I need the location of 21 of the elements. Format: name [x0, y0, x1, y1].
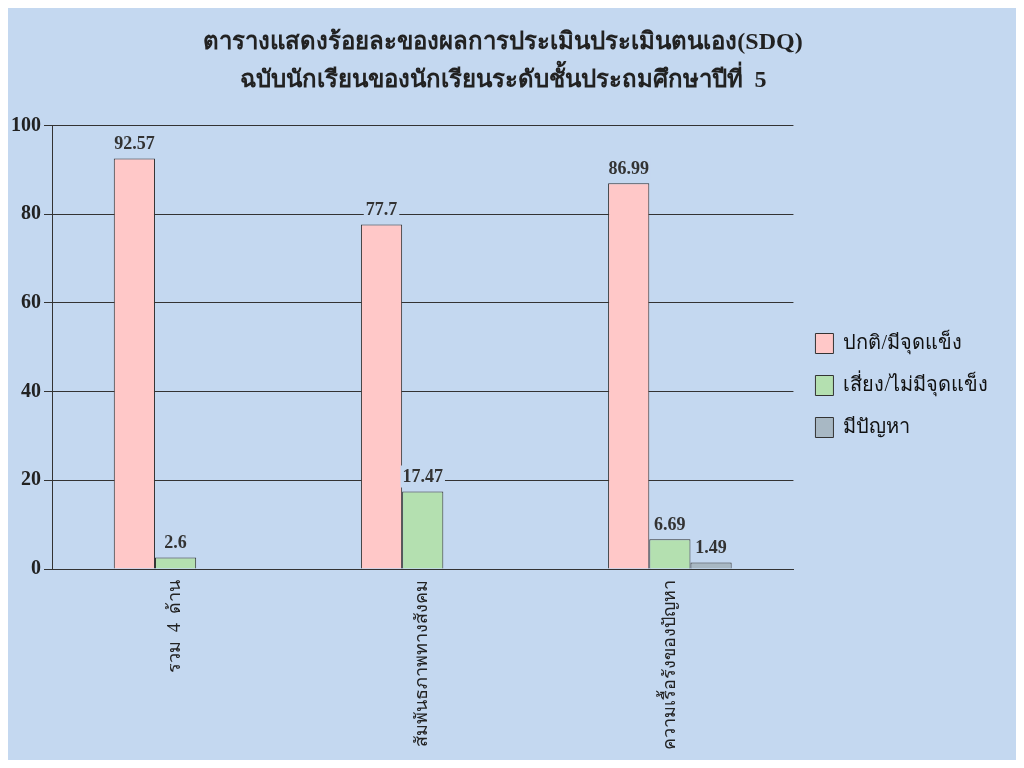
y-tick-label: 40 — [21, 378, 41, 401]
data-label: 92.57 — [114, 133, 155, 154]
legend-label: เสี่ยง/ไม่มีจุดแข็ง — [843, 369, 989, 397]
x-tick-label: สัมพันธภาพทางสังคม — [411, 580, 432, 747]
chart-subtitle: ฉบับนักเรียนของนักเรียนระดับชั้นประถมศึกษาปีที่ 5 — [239, 60, 767, 93]
y-tick-label: 0 — [31, 556, 41, 579]
data-label: 17.47 — [402, 466, 443, 487]
y-tick-label: 100 — [11, 112, 41, 135]
data-label: 86.99 — [608, 157, 649, 178]
data-label: 1.49 — [695, 537, 727, 558]
data-label: 77.7 — [365, 199, 398, 220]
data-label: 6.69 — [654, 513, 686, 534]
legend-label: ปกติ/มีจุดแข็ง — [843, 328, 963, 355]
y-tick-label: 80 — [21, 201, 41, 224]
x-tick-label: ความเรื้อรังของปัญหา — [655, 580, 679, 750]
chart-title: ตารางแสดงร้อยละของผลการประเมินประเมินตนเอง(SDQ) — [203, 27, 803, 54]
x-tick-label: รวม 4 ด้าน — [164, 580, 185, 673]
y-tick-label: 20 — [21, 467, 41, 490]
data-label: 2.6 — [164, 532, 187, 553]
y-tick-label: 60 — [21, 290, 41, 313]
legend-label: มีปัญหา — [843, 414, 911, 438]
